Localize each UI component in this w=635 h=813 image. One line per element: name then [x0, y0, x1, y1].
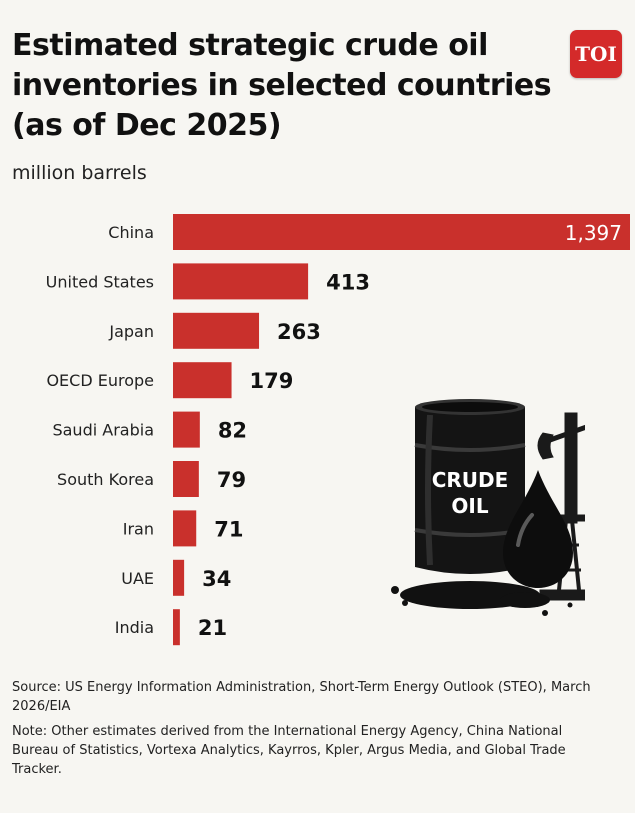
value-label-saudi-arabia: 82	[218, 419, 247, 443]
value-label-united-states: 413	[326, 270, 370, 294]
bar-iran	[173, 510, 197, 547]
category-label-south-korea: South Korea	[57, 470, 154, 489]
value-label-iran: 71	[214, 517, 243, 541]
bar-chart: China 1,397 United States 413 Japan 263 OECD E…	[46, 214, 630, 646]
category-label-japan: Japan	[108, 322, 154, 341]
value-label-china: 1,397	[565, 221, 622, 245]
value-label-uae: 34	[202, 567, 231, 591]
source-note: Source: US Energy Information Administra…	[12, 680, 591, 714]
footnote: Note: Other estimates derived from the I…	[12, 724, 566, 777]
category-label-iran: Iran	[123, 519, 154, 538]
category-label-oecd-europe: OECD Europe	[46, 371, 154, 390]
category-label-united-states: United States	[46, 272, 154, 291]
toi-logo: TOI	[570, 30, 622, 78]
bar-oecd-europe	[173, 362, 232, 399]
category-label-india: India	[115, 618, 154, 637]
bar-saudi-arabia	[173, 411, 200, 448]
unit-label: million barrels	[12, 162, 147, 184]
oil-puddle-icon	[391, 581, 573, 616]
bar-uae	[173, 559, 185, 596]
bar-japan	[173, 312, 260, 349]
category-label-uae: UAE	[121, 569, 154, 588]
value-label-oecd-europe: 179	[250, 369, 294, 393]
oil-barrel-illustration: CRUDE OIL	[391, 399, 585, 616]
bar-china	[173, 214, 630, 250]
barrel-label-crude: CRUDE	[432, 468, 509, 492]
value-label-japan: 263	[277, 320, 321, 344]
value-label-india: 21	[198, 616, 227, 640]
category-label-saudi-arabia: Saudi Arabia	[52, 421, 154, 440]
barrel-label-oil: OIL	[451, 494, 488, 518]
bar-united-states	[173, 263, 309, 300]
category-label-china: China	[108, 223, 154, 242]
bar-india	[173, 609, 180, 646]
value-label-south-korea: 79	[217, 468, 246, 492]
chart-title: Estimated strategic crude oil inventorie…	[12, 28, 552, 143]
barrel-icon	[414, 399, 526, 574]
oil-drop-icon	[503, 470, 573, 588]
bar-south-korea	[173, 461, 199, 497]
